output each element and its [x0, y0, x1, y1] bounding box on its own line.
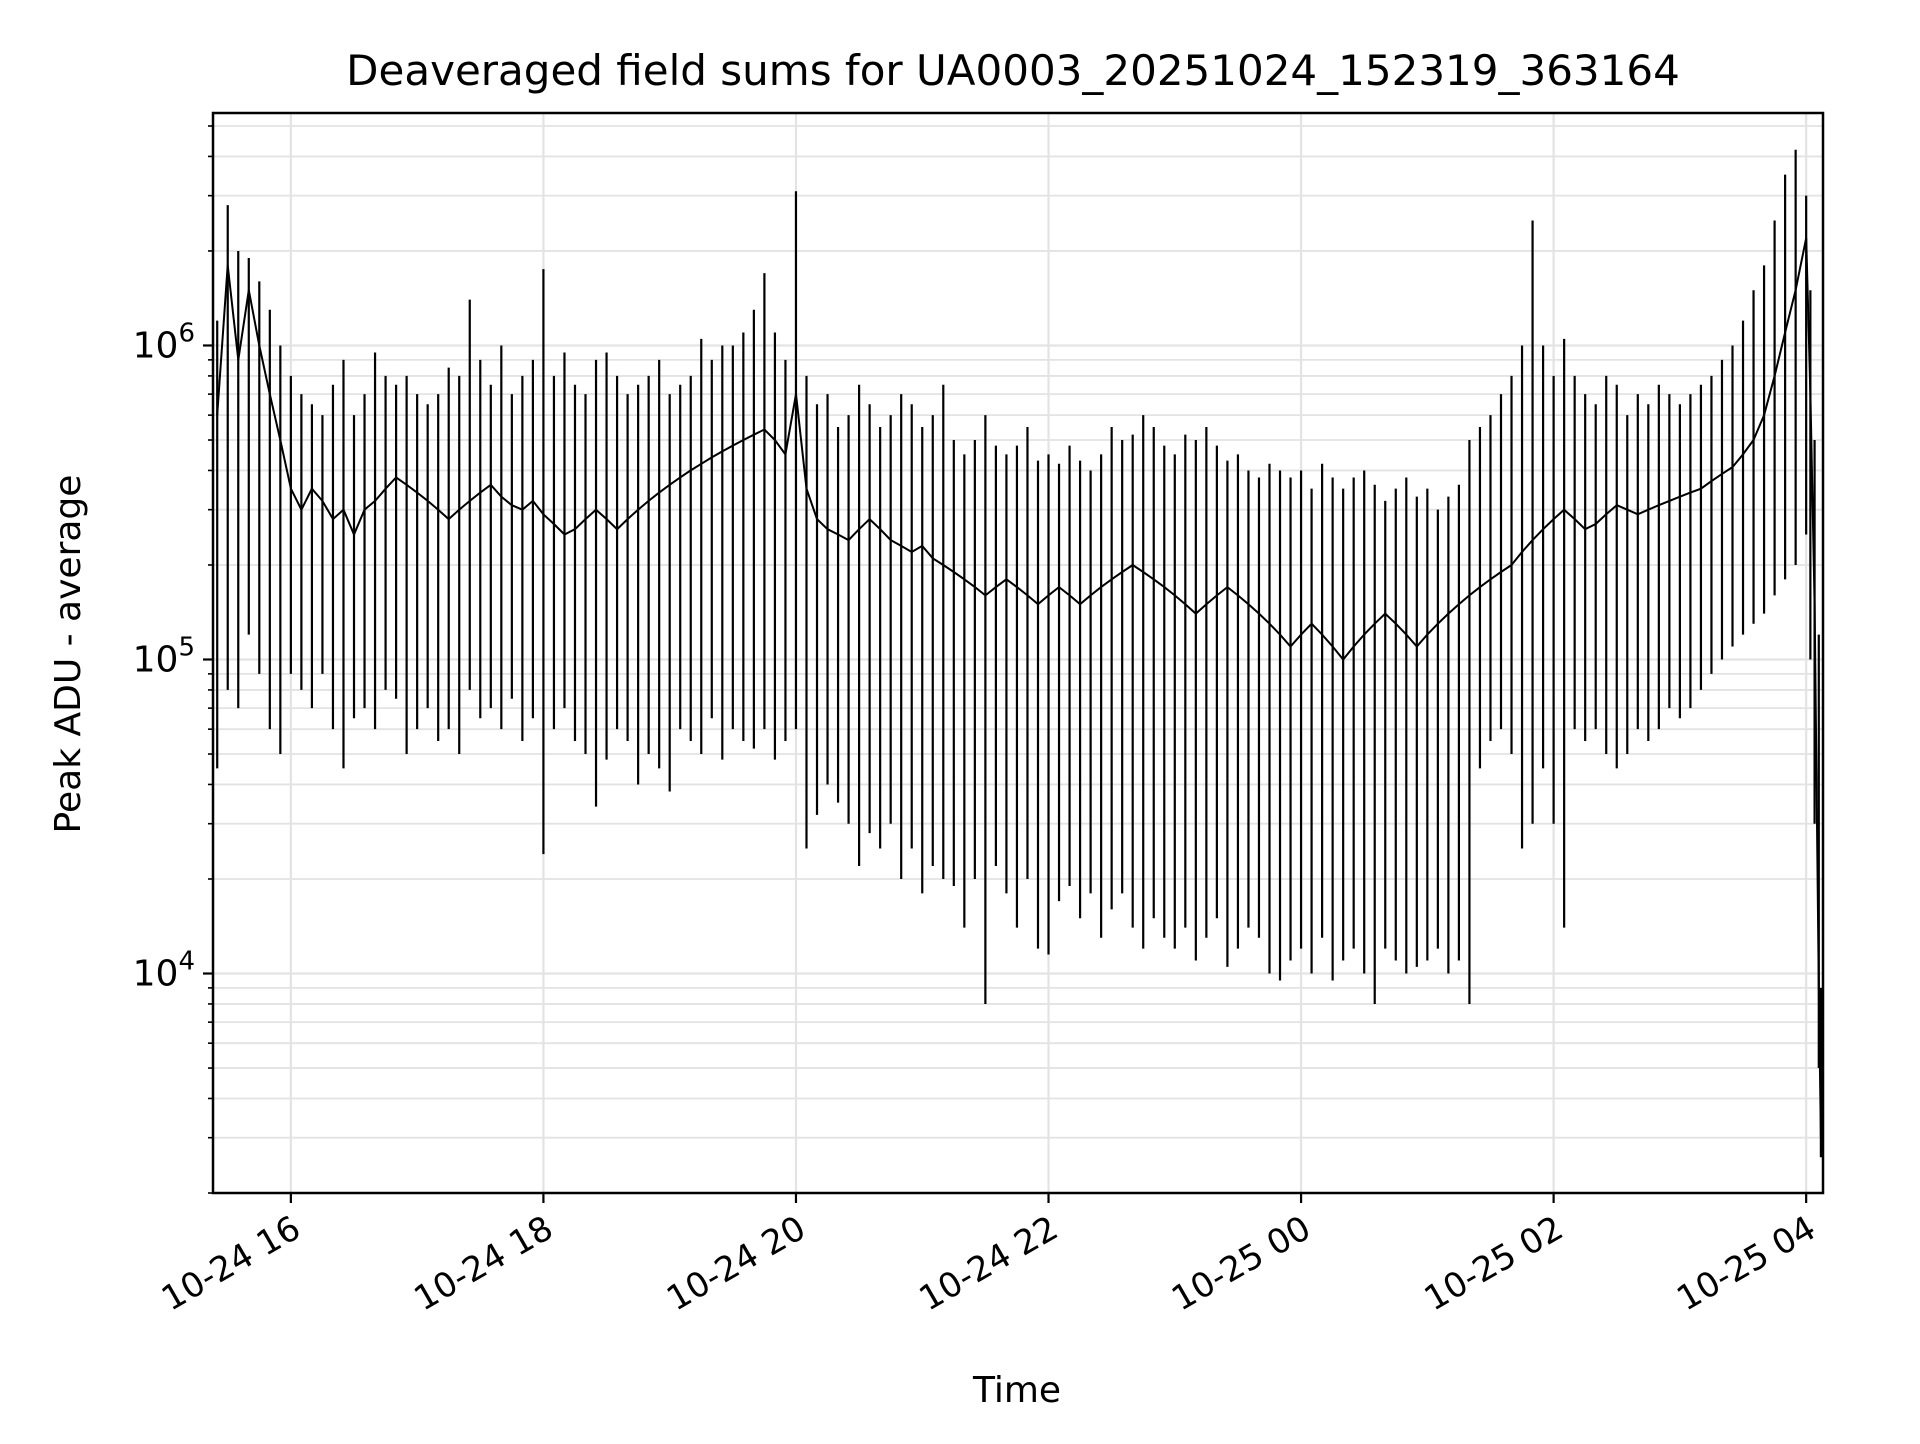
- y-tick-label: 104: [133, 947, 195, 995]
- range-layer: [216, 149, 1822, 1158]
- y-tick-label-base: 10: [133, 639, 179, 680]
- y-tick-label-base: 10: [133, 954, 179, 995]
- series-line: [216, 237, 1822, 1138]
- plot-frame: [211, 111, 1825, 1195]
- x-axis-label: Time: [972, 1370, 1061, 1411]
- y-tick-label: 106: [133, 318, 195, 366]
- y-tick-label-exponent: 4: [178, 947, 195, 977]
- y-tick-label: 105: [133, 632, 195, 680]
- y-tick-label-base: 10: [133, 325, 179, 366]
- y-tick-label-exponent: 6: [178, 318, 195, 348]
- chart-title: Deaveraged field sums for UA0003_2025102…: [346, 46, 1680, 95]
- y-axis-label: Peak ADU - average: [48, 475, 89, 834]
- y-tick-label-exponent: 5: [178, 632, 195, 662]
